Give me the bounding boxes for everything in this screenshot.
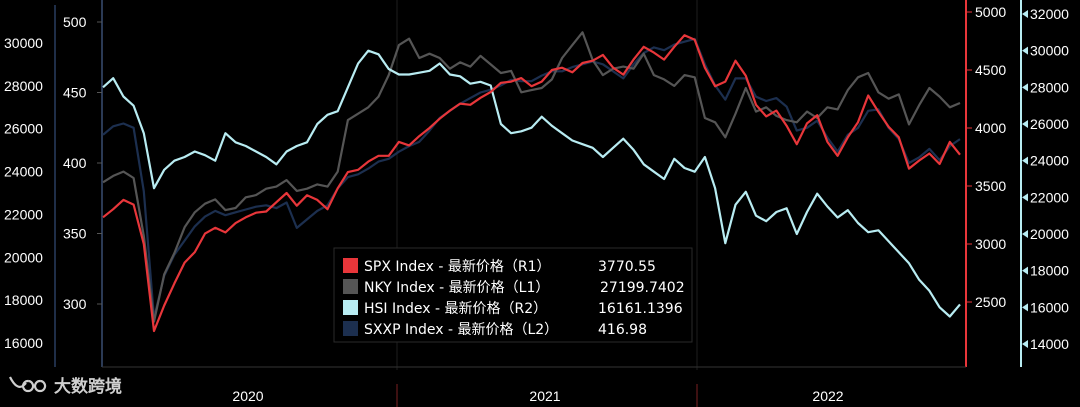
watermark-text: 大数跨境 bbox=[54, 376, 122, 397]
tick-label-l1: 28000 bbox=[4, 78, 43, 94]
legend-label: SPX Index - 最新价格（R1） bbox=[364, 259, 551, 275]
tick-mark-r2 bbox=[1022, 340, 1028, 348]
tick-label-l2: 400 bbox=[63, 155, 87, 171]
tick-label-l1: 18000 bbox=[4, 292, 43, 308]
tick-label-l1: 30000 bbox=[4, 35, 43, 51]
legend-value: 416.98 bbox=[598, 322, 647, 338]
tick-mark-r2 bbox=[1022, 120, 1028, 128]
series-line-spx bbox=[102, 34, 961, 333]
legend-value: 3770.55 bbox=[598, 259, 656, 275]
tick-label-r1: 4000 bbox=[975, 120, 1006, 136]
tick-mark-r2 bbox=[1022, 303, 1028, 312]
tick-mark-r2 bbox=[1022, 10, 1028, 18]
x-tick-label: 2020 bbox=[232, 388, 263, 404]
tick-mark-r2 bbox=[1022, 193, 1028, 202]
tick-label-r2: 32000 bbox=[1030, 6, 1069, 22]
tick-mark-r2 bbox=[1022, 230, 1028, 238]
legend: SPX Index - 最新价格（R1） 3770.55 NKY Index - 最… bbox=[333, 247, 693, 343]
tick-label-r2: 30000 bbox=[1030, 43, 1069, 59]
axes: 16000 18000 20000 22000 24000 26000 28000 30000… bbox=[4, 0, 1069, 407]
tick-mark-r2 bbox=[1022, 266, 1028, 275]
tick-label-l1: 20000 bbox=[4, 249, 43, 265]
tick-label-l1: 26000 bbox=[4, 121, 43, 137]
tick-label-r1: 5000 bbox=[975, 4, 1006, 20]
brand-logo-icon bbox=[9, 376, 47, 393]
watermark: 大数跨境 bbox=[9, 376, 122, 397]
legend-swatch bbox=[343, 258, 358, 273]
tick-label-r2: 26000 bbox=[1030, 116, 1069, 132]
legend-swatch bbox=[343, 279, 358, 294]
legend-swatch bbox=[343, 300, 358, 315]
tick-label-r1: 2500 bbox=[975, 294, 1006, 310]
legend-value: 27199.7402 bbox=[600, 280, 685, 296]
legend-box bbox=[333, 247, 693, 343]
tick-label-l2: 500 bbox=[63, 14, 87, 30]
tick-label-r2: 16000 bbox=[1030, 299, 1069, 315]
legend-swatch bbox=[343, 321, 358, 336]
series-line-sxxp bbox=[102, 37, 961, 320]
tick-label-l2: 450 bbox=[63, 85, 87, 101]
tick-label-r1: 3000 bbox=[975, 236, 1006, 252]
tick-label-r1: 3500 bbox=[975, 178, 1006, 194]
tick-label-l1: 24000 bbox=[4, 164, 43, 180]
tick-mark-r2 bbox=[1022, 156, 1028, 165]
tick-label-r2: 18000 bbox=[1030, 263, 1069, 279]
tick-label-r2: 22000 bbox=[1030, 189, 1069, 205]
legend-label: HSI Index - 最新价格（R2） bbox=[364, 301, 547, 317]
legend-label: SXXP Index - 最新价格（L2） bbox=[364, 322, 558, 338]
legend-value: 16161.1396 bbox=[598, 301, 683, 317]
tick-label-l1: 16000 bbox=[4, 335, 43, 351]
tick-label-l1: 22000 bbox=[4, 206, 43, 222]
x-tick-label: 2022 bbox=[812, 388, 843, 404]
tick-label-r2: 20000 bbox=[1030, 226, 1069, 242]
tick-label-l2: 300 bbox=[63, 296, 87, 312]
tick-label-r2: 14000 bbox=[1030, 336, 1069, 352]
series-line-hsi bbox=[102, 49, 961, 318]
tick-label-l2: 350 bbox=[63, 226, 87, 242]
tick-label-r2: 28000 bbox=[1030, 79, 1069, 95]
legend-label: NKY Index - 最新价格（L1） bbox=[364, 280, 549, 296]
tick-mark-r2 bbox=[1022, 46, 1028, 55]
series-lines bbox=[102, 31, 961, 333]
x-tick-label: 2021 bbox=[529, 388, 560, 404]
tick-label-r2: 24000 bbox=[1030, 153, 1069, 169]
tick-mark-r2 bbox=[1022, 83, 1028, 92]
tick-label-r1: 4500 bbox=[975, 62, 1006, 78]
